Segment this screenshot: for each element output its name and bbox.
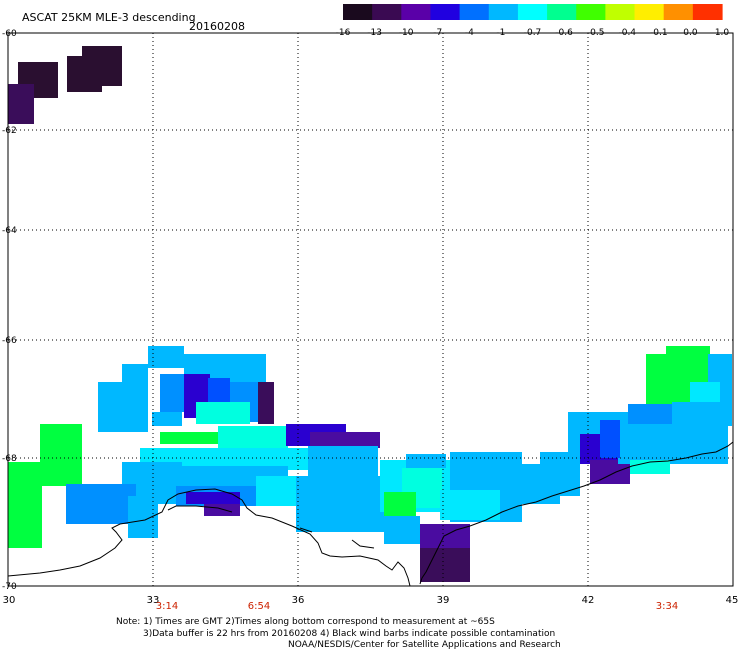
colorbar-label: -1 — [496, 28, 505, 38]
x-label: 33 — [147, 595, 160, 606]
colorbar-swatch — [605, 4, 636, 20]
colorbar-swatch — [372, 4, 402, 20]
ice-cell — [440, 490, 500, 520]
ice-cell — [628, 404, 678, 424]
note-line-2: 3)Data buffer is 22 hrs from 20160208 4)… — [143, 629, 555, 639]
note-line-1: Note: 1) Times are GMT 2)Times along bot… — [116, 617, 495, 627]
colorbar-label: -0.1 — [650, 28, 668, 38]
ice-cell — [600, 420, 620, 458]
ice-cell — [310, 432, 380, 448]
ice-cell — [296, 476, 386, 532]
colorbar-label: 1.0 — [715, 28, 730, 38]
colorbar-swatch — [488, 4, 519, 20]
ice-cell — [406, 454, 446, 468]
ice-cell — [40, 424, 82, 486]
ice-cell — [160, 432, 220, 444]
ice-shelf-outline — [167, 505, 375, 549]
colorbar-label: -7 — [433, 28, 442, 38]
time-label: 6:54 — [248, 601, 270, 612]
colorbar-label: -0.5 — [587, 28, 605, 38]
ice-cell — [140, 448, 310, 470]
y-axis-labels: -60 -62 -64 -66 -68 -70 — [2, 29, 17, 592]
ice-cell — [186, 492, 240, 504]
colorbar-swatch — [343, 4, 373, 20]
colorbar-swatch — [634, 4, 665, 20]
x-label: 42 — [582, 595, 595, 606]
ice-cell — [308, 446, 378, 476]
colorbar-swatch — [663, 4, 694, 20]
colorbar-swatch — [517, 4, 548, 20]
y-label: -60 — [2, 29, 17, 39]
colorbar-label: -0.7 — [524, 28, 542, 38]
colorbar-label: -16 — [336, 28, 351, 38]
colorbar-label: -10 — [399, 28, 414, 38]
colorbar-label: -0.6 — [555, 28, 573, 38]
colorbar-swatch — [430, 4, 461, 20]
y-label: -66 — [2, 336, 17, 346]
y-label: -64 — [2, 226, 17, 236]
y-label: -68 — [2, 454, 17, 464]
ice-cell — [630, 460, 670, 474]
ice-cell — [204, 504, 240, 516]
map-title: ASCAT 25KM MLE-3 descending — [22, 11, 196, 24]
colorbar-labels: -16 -13 -10 -7 -4 -1 -0.7 -0.6 -0.5 -0.4 -0.1 0.0 1.… — [336, 28, 730, 38]
ice-cell — [218, 426, 288, 450]
ice-cell — [160, 374, 184, 412]
colorbar-swatch — [459, 4, 490, 20]
ice-cell — [420, 548, 470, 582]
ice-cell — [82, 46, 122, 86]
colorbar-swatch — [547, 4, 577, 20]
ice-cell — [666, 346, 710, 360]
x-label: 36 — [292, 595, 305, 606]
colorbar-swatch — [692, 4, 723, 20]
ice-cell — [66, 484, 136, 524]
x-axis-labels: 30 33 36 39 42 45 — [3, 595, 739, 606]
ice-cell — [98, 382, 148, 432]
colorbar-label: -0.4 — [618, 28, 636, 38]
ice-cell — [8, 84, 34, 124]
colorbar-label: 0.0 — [683, 28, 698, 38]
colorbar — [343, 4, 723, 20]
time-labels: 3:14 6:54 3:34 — [156, 601, 678, 612]
time-label: 3:14 — [156, 601, 178, 612]
ice-cell — [672, 402, 732, 426]
time-label: 3:34 — [656, 601, 678, 612]
colorbar-swatch — [576, 4, 606, 20]
map-frame — [7, 32, 734, 587]
y-label: -70 — [2, 582, 17, 592]
x-label: 45 — [726, 595, 739, 606]
footnotes: Note: 1) Times are GMT 2)Times along bot… — [116, 617, 561, 650]
ice-cell — [152, 412, 182, 426]
x-label: 30 — [3, 595, 16, 606]
ice-cell — [148, 346, 184, 368]
ice-cell — [540, 452, 580, 496]
ice-cell — [8, 462, 42, 548]
colorbar-label: -13 — [367, 28, 382, 38]
ice-cell — [258, 382, 274, 424]
note-line-3: NOAA/NESDIS/Center for Satellite Applica… — [288, 640, 561, 650]
gridlines — [8, 33, 733, 586]
y-label: -62 — [2, 126, 17, 136]
ice-cell — [196, 402, 250, 424]
ice-cell — [384, 516, 420, 544]
colorbar-label: -4 — [465, 28, 474, 38]
ice-data-cells — [8, 46, 732, 582]
colorbar-swatch — [401, 4, 432, 20]
x-label: 39 — [437, 595, 450, 606]
map-date: 20160208 — [189, 20, 245, 33]
coastline — [7, 441, 734, 587]
